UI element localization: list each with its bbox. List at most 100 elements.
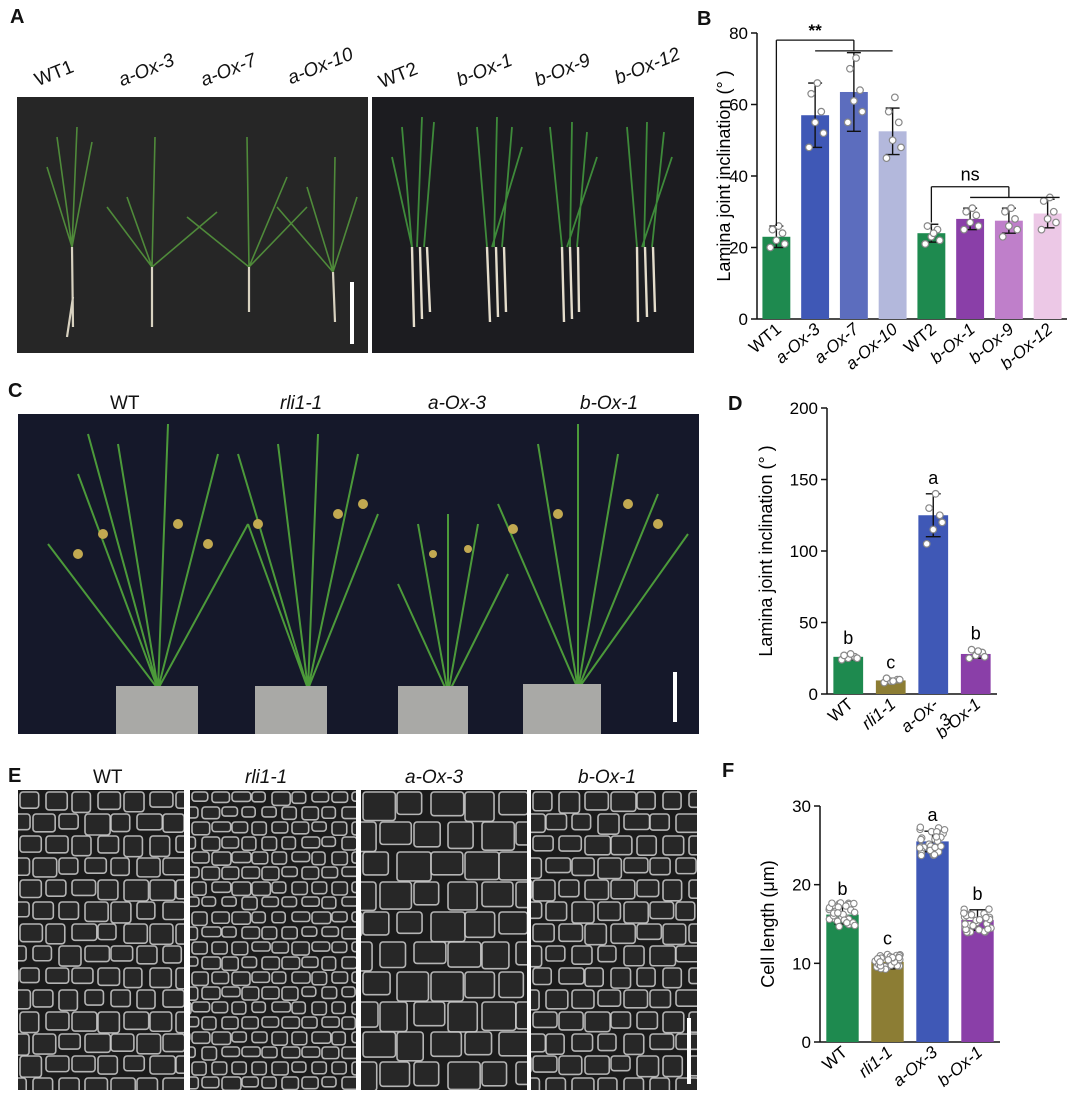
- panel-letter-f: F: [722, 760, 735, 782]
- bar-a-Ox-3: [916, 841, 949, 1042]
- data-point: [843, 118, 852, 127]
- data-point: [890, 93, 899, 102]
- data-point: [998, 232, 1007, 241]
- data-point: [1013, 225, 1022, 234]
- seedling-photo-left: [17, 97, 368, 353]
- micrograph-rli1-1: [190, 790, 356, 1090]
- significance-ns: ns: [961, 165, 980, 185]
- data-point: [884, 107, 893, 116]
- cell-texture: [190, 791, 356, 1090]
- data-point: [850, 899, 858, 908]
- data-point: [889, 677, 898, 686]
- bar-rli1-1: [871, 961, 904, 1042]
- y-tick-label: 40: [729, 167, 748, 186]
- panel-letter-d: D: [728, 393, 743, 415]
- y-tick-label: 30: [792, 797, 811, 816]
- data-point: [968, 204, 977, 213]
- x-tick-label: b-Ox-1: [934, 1043, 986, 1091]
- data-point: [780, 240, 789, 248]
- bar-WT1: [762, 236, 791, 319]
- y-tick-label: 20: [792, 876, 811, 895]
- x-tick-label: a-Ox-3: [889, 1042, 941, 1090]
- data-point: [930, 850, 939, 859]
- data-point: [811, 118, 820, 127]
- y-axis-label: Cell length (μm): [758, 860, 778, 987]
- y-tick-label: 0: [802, 1033, 811, 1052]
- cell-texture: [361, 791, 527, 1090]
- data-point: [1052, 218, 1060, 227]
- y-tick-label: 100: [790, 542, 818, 561]
- data-point: [876, 958, 884, 966]
- significance-letter: a: [927, 805, 938, 825]
- data-point: [1049, 207, 1058, 216]
- data-point: [980, 652, 989, 661]
- x-tick-text: WT: [819, 1043, 851, 1075]
- data-point: [966, 218, 975, 227]
- x-tick-label: WT: [824, 695, 856, 727]
- data-point: [858, 107, 867, 116]
- data-point: [1037, 225, 1046, 234]
- data-point: [842, 902, 850, 910]
- x-tick-text: rli1-1: [858, 695, 899, 734]
- label-b-ox-12: b-Ox-12: [611, 43, 684, 90]
- data-point: [917, 851, 926, 860]
- data-point: [884, 956, 893, 964]
- data-point: [935, 236, 944, 245]
- data-point: [817, 107, 826, 116]
- label-b-ox-1: b-Ox-1: [453, 49, 516, 92]
- data-point: [807, 89, 816, 98]
- label-b-ox-9: b-Ox-9: [531, 49, 594, 92]
- data-point: [974, 647, 983, 656]
- data-point: [819, 129, 828, 137]
- bar-WT: [826, 914, 859, 1042]
- data-point: [975, 926, 983, 934]
- y-tick-label: 200: [790, 399, 818, 418]
- label-c-b-ox-1: b-Ox-1: [580, 393, 639, 414]
- data-point: [888, 136, 897, 145]
- data-point: [846, 64, 854, 73]
- data-point: [1011, 214, 1019, 223]
- label-c-wt: WT: [110, 393, 140, 414]
- data-point: [1043, 214, 1052, 223]
- significance-letter: a: [928, 468, 939, 488]
- x-tick-label: WT: [819, 1043, 851, 1075]
- data-point: [975, 915, 984, 924]
- data-point: [834, 909, 842, 917]
- data-point: [895, 675, 904, 684]
- bar-a-Ox-10: [878, 131, 907, 319]
- significance-letter: b: [837, 879, 847, 899]
- data-point: [894, 118, 903, 127]
- mature-plant-drawing: [47, 423, 689, 734]
- bar-b-Ox-1: [961, 920, 994, 1042]
- data-point: [932, 833, 941, 841]
- data-point: [766, 243, 775, 252]
- data-point: [923, 222, 932, 230]
- significance-letter: c: [883, 929, 892, 949]
- bar-b-Ox-1: [960, 653, 991, 694]
- data-point: [835, 922, 843, 931]
- seedling-photo-right: [372, 97, 694, 353]
- label-a-ox-3: a-Ox-3: [115, 49, 178, 92]
- data-point: [846, 650, 855, 658]
- data-point: [969, 921, 977, 930]
- significance-letter: b: [843, 628, 853, 648]
- data-point: [925, 504, 933, 512]
- label-wt2: WT2: [375, 58, 421, 94]
- bar-b-Ox-1: [956, 218, 985, 319]
- y-tick-label: 60: [729, 96, 748, 115]
- significance-letter: c: [886, 652, 895, 672]
- data-point: [768, 225, 777, 234]
- y-tick-label: 0: [809, 685, 818, 704]
- data-point: [931, 843, 939, 852]
- label-wt1: WT1: [31, 56, 77, 92]
- label-e-wt: WT: [93, 767, 123, 788]
- data-point: [960, 225, 968, 234]
- label-c-a-ox-3: a-Ox-3: [428, 393, 487, 414]
- significance-letter: b: [971, 624, 981, 644]
- label-e-b-ox-1: b-Ox-1: [578, 767, 637, 788]
- x-tick-text: a-Ox-3: [889, 1042, 941, 1090]
- data-point: [984, 925, 992, 933]
- data-point: [982, 913, 990, 922]
